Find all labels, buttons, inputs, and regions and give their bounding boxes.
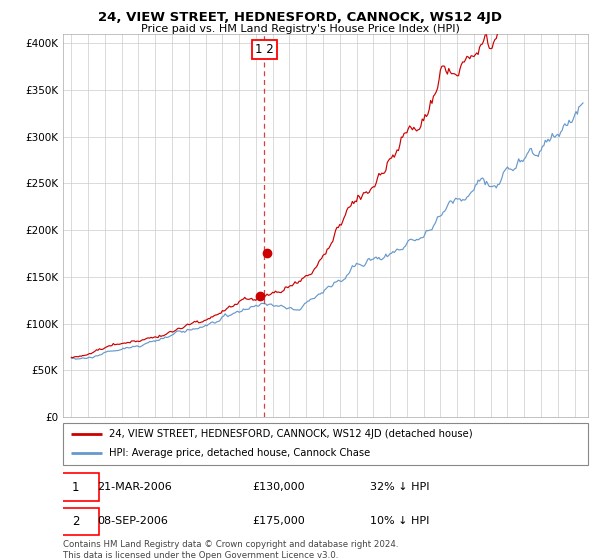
- Text: 32% ↓ HPI: 32% ↓ HPI: [370, 482, 430, 492]
- Text: 1: 1: [72, 480, 79, 494]
- FancyBboxPatch shape: [53, 508, 98, 535]
- Text: Contains HM Land Registry data © Crown copyright and database right 2024.
This d: Contains HM Land Registry data © Crown c…: [63, 540, 398, 560]
- Text: 1 2: 1 2: [255, 43, 274, 56]
- Text: 24, VIEW STREET, HEDNESFORD, CANNOCK, WS12 4JD: 24, VIEW STREET, HEDNESFORD, CANNOCK, WS…: [98, 11, 502, 24]
- FancyBboxPatch shape: [53, 473, 98, 501]
- Text: 2: 2: [72, 515, 79, 528]
- Text: 21-MAR-2006: 21-MAR-2006: [97, 482, 172, 492]
- FancyBboxPatch shape: [63, 423, 588, 465]
- Text: £175,000: £175,000: [252, 516, 305, 526]
- Text: 10% ↓ HPI: 10% ↓ HPI: [370, 516, 430, 526]
- Text: Price paid vs. HM Land Registry's House Price Index (HPI): Price paid vs. HM Land Registry's House …: [140, 24, 460, 34]
- Text: 08-SEP-2006: 08-SEP-2006: [97, 516, 168, 526]
- Text: 24, VIEW STREET, HEDNESFORD, CANNOCK, WS12 4JD (detached house): 24, VIEW STREET, HEDNESFORD, CANNOCK, WS…: [109, 429, 473, 439]
- Text: £130,000: £130,000: [252, 482, 305, 492]
- Text: HPI: Average price, detached house, Cannock Chase: HPI: Average price, detached house, Cann…: [109, 449, 370, 459]
